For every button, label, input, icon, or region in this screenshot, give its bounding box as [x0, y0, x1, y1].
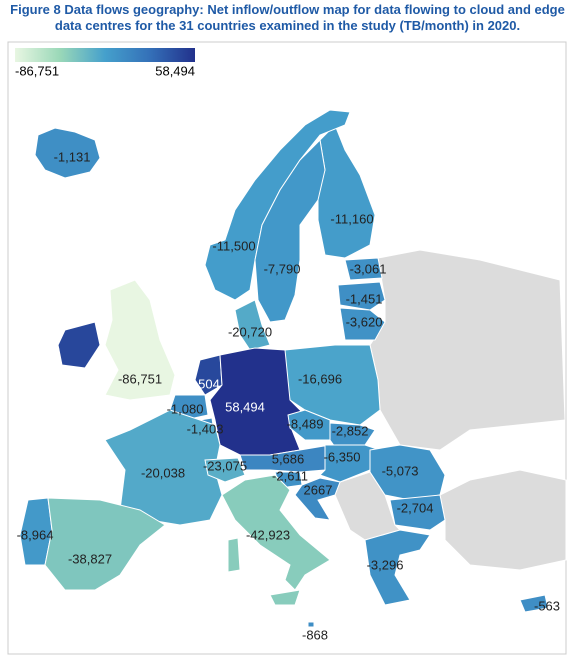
value-label: -2,852 [332, 423, 369, 438]
legend-min-label: -86,751 [15, 63, 59, 78]
value-label: 5,686 [272, 451, 305, 466]
value-label: -38,827 [68, 551, 112, 566]
colorbar [15, 48, 195, 62]
country [34, 127, 101, 179]
value-label: -2,611 [272, 468, 308, 483]
country [319, 444, 381, 483]
turkey [439, 469, 567, 571]
country [221, 474, 331, 606]
value-label: -20,720 [228, 324, 272, 339]
value-label: -11,500 [212, 238, 255, 253]
value-label: 2667 [304, 482, 333, 497]
value-label: -868 [302, 627, 328, 642]
map-title: Figure 8 Data flows geography: Net inflo… [10, 2, 565, 33]
country [364, 529, 431, 606]
value-label: -11,160 [330, 211, 373, 226]
non-study-countries [334, 249, 567, 571]
country [254, 138, 326, 323]
value-label: 45,504 [180, 376, 220, 391]
value-label: -1,451 [346, 291, 383, 306]
value-label: -23,075 [203, 458, 247, 473]
value-label: -6,350 [324, 449, 361, 464]
value-label: -8,489 [287, 416, 324, 431]
country [294, 477, 341, 521]
value-label: -42,923 [246, 527, 290, 542]
legend-max-label: 58,494 [155, 63, 195, 78]
value-label: -3,620 [346, 314, 383, 329]
country [389, 494, 446, 531]
eastern-europe [369, 249, 566, 451]
country [57, 321, 101, 369]
map-frame [7, 41, 567, 655]
country [337, 281, 386, 311]
country [104, 409, 223, 526]
value-label: -3,296 [367, 557, 404, 572]
value-label: -20,038 [141, 465, 185, 480]
country [317, 124, 376, 259]
value-label: -3,061 [350, 261, 387, 276]
country [344, 257, 383, 281]
value-label: -2,704 [397, 500, 434, 515]
country [519, 594, 549, 613]
country [339, 307, 386, 341]
value-label: -1,403 [187, 421, 224, 436]
country [234, 299, 271, 351]
country [204, 457, 246, 483]
value-label: -5,073 [382, 463, 419, 478]
value-label: 58,494 [225, 399, 265, 414]
value-label: -7,790 [264, 261, 301, 276]
country [307, 621, 315, 628]
value-label: -1,080 [167, 401, 204, 416]
value-label: -563 [534, 598, 560, 613]
value-label: -1,131 [54, 149, 91, 164]
value-label: -16,696 [298, 371, 342, 386]
country [104, 279, 176, 401]
value-label: -86,751 [118, 371, 162, 386]
value-label: 45,981 [20, 337, 60, 352]
value-label: -8,964 [17, 527, 54, 542]
country [44, 497, 166, 591]
country [194, 354, 223, 396]
